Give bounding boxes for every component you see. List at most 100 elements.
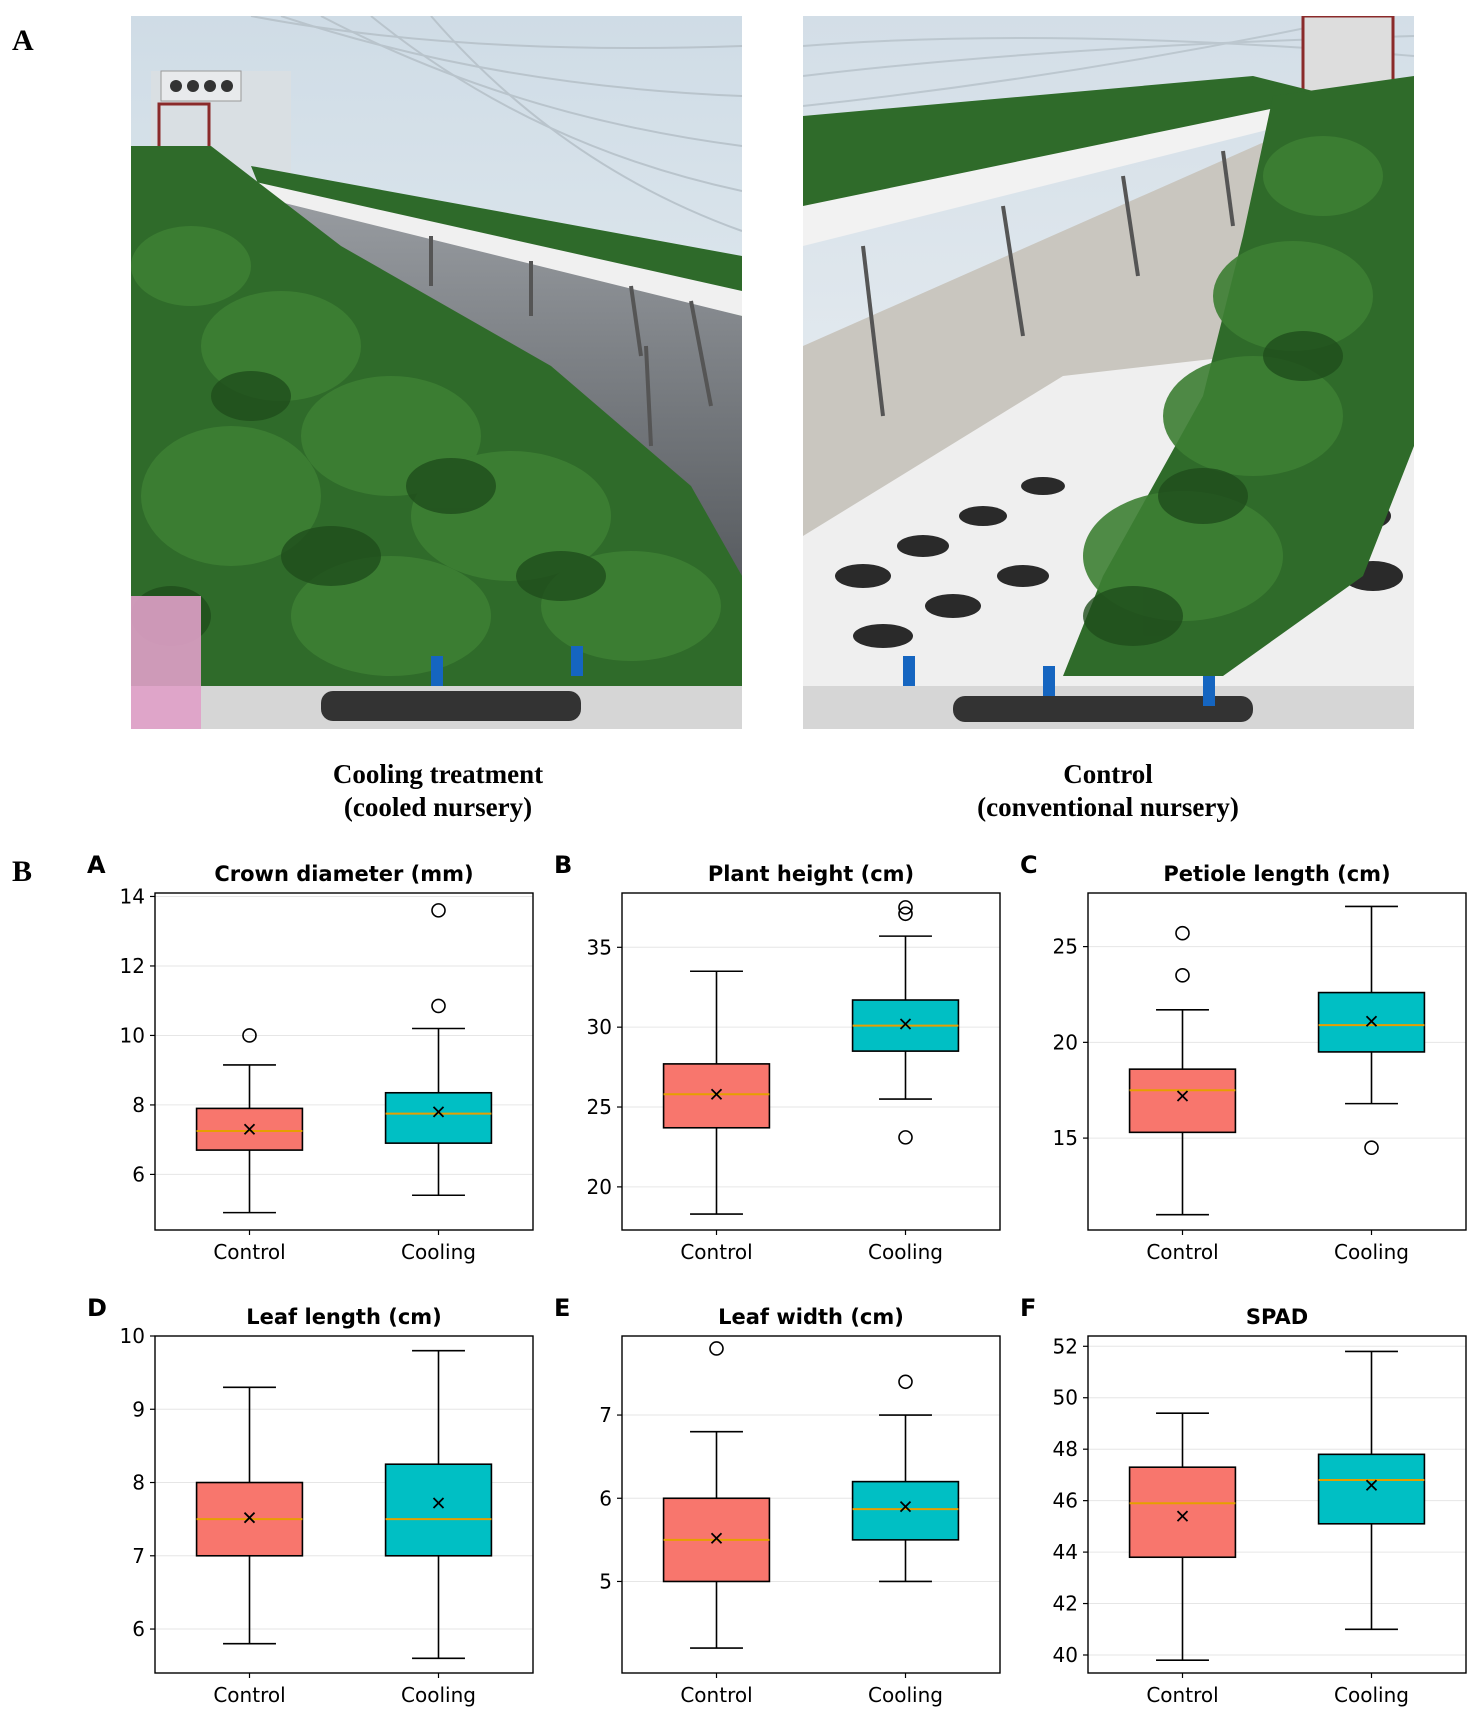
- cooling-box: [384, 1091, 493, 1144]
- cooling-outlier: [1364, 1140, 1379, 1155]
- control-outlier: [242, 1028, 257, 1043]
- control-outlier: [709, 1341, 724, 1356]
- x-tick-label: Cooling: [401, 1683, 476, 1707]
- chart-letter: D: [87, 1294, 107, 1322]
- y-tick-label: 6: [132, 1617, 145, 1641]
- y-tick-label: 8: [132, 1093, 145, 1117]
- control-outlier: [1175, 968, 1190, 983]
- y-tick-label: 9: [132, 1397, 145, 1421]
- chart-title: Leaf width (cm): [718, 1305, 904, 1329]
- cooling-mean-marker: [899, 1018, 912, 1030]
- plot-frame: [1087, 892, 1467, 1231]
- cooling-caption-line2: (cooled nursery): [343, 792, 533, 822]
- y-tick-label: 8: [132, 1471, 145, 1495]
- control-box: [1128, 1068, 1237, 1134]
- cooling-mean-marker: [432, 1497, 445, 1509]
- panel-b-letter: B: [12, 855, 33, 888]
- cooling-mean-marker: [432, 1106, 445, 1118]
- cooling-box: [384, 1463, 493, 1557]
- control-mean-marker: [1176, 1090, 1189, 1102]
- y-tick-label: 44: [1053, 1540, 1078, 1564]
- chart-title: Petiole length (cm): [1163, 862, 1390, 886]
- plot-frame: [621, 1335, 1001, 1674]
- chart-letter: E: [554, 1294, 570, 1322]
- cooling-outlier: [431, 998, 446, 1014]
- y-tick-label: 14: [120, 884, 145, 908]
- chart-title: SPAD: [1246, 1305, 1308, 1329]
- y-tick-label: 30: [587, 1015, 612, 1039]
- control-outlier: [1175, 925, 1190, 941]
- chart-d: Control Cooling 6 7 8 9 10 Leaf length (cm) D: [87, 1294, 534, 1707]
- chart-b: Control Cooling 20 25 30 35 Plant height (cm) B: [554, 851, 1001, 1264]
- cooling-outlier: [898, 906, 913, 922]
- x-tick-label: Cooling: [401, 1240, 476, 1264]
- y-tick-label: 7: [132, 1544, 145, 1568]
- plot-frame: [154, 1335, 534, 1674]
- control-photo-caption: Control (conventional nursery): [908, 758, 1308, 824]
- x-tick-label: Control: [1146, 1240, 1218, 1264]
- x-tick-label: Cooling: [868, 1683, 943, 1707]
- cooling-greenhouse-photo: [131, 16, 742, 729]
- y-tick-label: 48: [1053, 1437, 1078, 1461]
- x-tick-label: Control: [213, 1240, 285, 1264]
- plot-frame: [621, 892, 1001, 1231]
- x-tick-label: Control: [680, 1683, 752, 1707]
- cooling-greenhouse-illustration: [131, 16, 742, 729]
- y-tick-label: 10: [120, 1023, 145, 1047]
- control-greenhouse-illustration: [803, 16, 1414, 729]
- cooling-outlier: [898, 900, 913, 915]
- x-tick-label: Control: [680, 1240, 752, 1264]
- cooling-outlier: [898, 1374, 913, 1390]
- chart-letter: C: [1020, 851, 1038, 879]
- y-tick-label: 6: [599, 1486, 612, 1510]
- control-box: [662, 1063, 771, 1129]
- control-caption-line2: (conventional nursery): [977, 792, 1239, 822]
- chart-title: Leaf length (cm): [246, 1305, 442, 1329]
- chart-letter: B: [554, 851, 572, 879]
- y-tick-label: 15: [1053, 1126, 1078, 1150]
- x-tick-label: Control: [213, 1683, 285, 1707]
- chart-f: Control Cooling 40 42 44 46 48 50 52 SPAD F: [1020, 1294, 1467, 1707]
- y-tick-label: 35: [587, 935, 612, 959]
- x-tick-label: Cooling: [1334, 1240, 1409, 1264]
- x-tick-label: Cooling: [868, 1240, 943, 1264]
- chart-a: Control Cooling 6 8 10 12 14 Crown diameter (mm…: [87, 851, 534, 1264]
- cooling-photo-caption: Cooling treatment (cooled nursery): [238, 758, 638, 824]
- y-tick-label: 25: [1053, 935, 1078, 959]
- cooling-mean-marker: [1365, 1015, 1378, 1027]
- control-caption-line1: Control: [1063, 759, 1153, 789]
- cooling-box: [851, 1480, 960, 1541]
- control-mean-marker: [243, 1123, 256, 1135]
- control-mean-marker: [710, 1532, 723, 1544]
- y-tick-label: 6: [132, 1162, 145, 1186]
- y-tick-label: 12: [120, 954, 145, 978]
- y-tick-label: 46: [1053, 1489, 1078, 1513]
- panel-a-letter: A: [12, 24, 34, 57]
- control-box: [1128, 1466, 1237, 1559]
- cooling-outlier: [431, 903, 446, 918]
- control-mean-marker: [710, 1088, 723, 1100]
- cooling-caption-line1: Cooling treatment: [332, 759, 544, 789]
- chart-c: Control Cooling 15 20 25 Petiole length (cm) C: [1020, 851, 1467, 1264]
- y-tick-label: 10: [120, 1324, 145, 1348]
- control-mean-marker: [243, 1512, 256, 1524]
- x-tick-label: Cooling: [1334, 1683, 1409, 1707]
- plot-frame: [1087, 1335, 1467, 1674]
- cooling-box: [1317, 1453, 1426, 1525]
- y-tick-label: 7: [599, 1403, 612, 1427]
- y-tick-label: 25: [587, 1095, 612, 1119]
- chart-e: Control Cooling 5 6 7 Leaf width (cm) E: [554, 1294, 1001, 1707]
- chart-title: Plant height (cm): [708, 862, 914, 886]
- plot-frame: [154, 892, 534, 1231]
- chart-letter: F: [1020, 1294, 1036, 1322]
- control-mean-marker: [1176, 1510, 1189, 1522]
- y-tick-label: 20: [587, 1175, 612, 1199]
- y-tick-label: 52: [1053, 1334, 1078, 1358]
- cooling-mean-marker: [1365, 1479, 1378, 1491]
- y-tick-label: 40: [1053, 1643, 1078, 1667]
- y-tick-label: 50: [1053, 1386, 1078, 1410]
- cooling-mean-marker: [899, 1500, 912, 1513]
- y-tick-label: 42: [1053, 1592, 1078, 1616]
- control-greenhouse-photo: [803, 16, 1414, 729]
